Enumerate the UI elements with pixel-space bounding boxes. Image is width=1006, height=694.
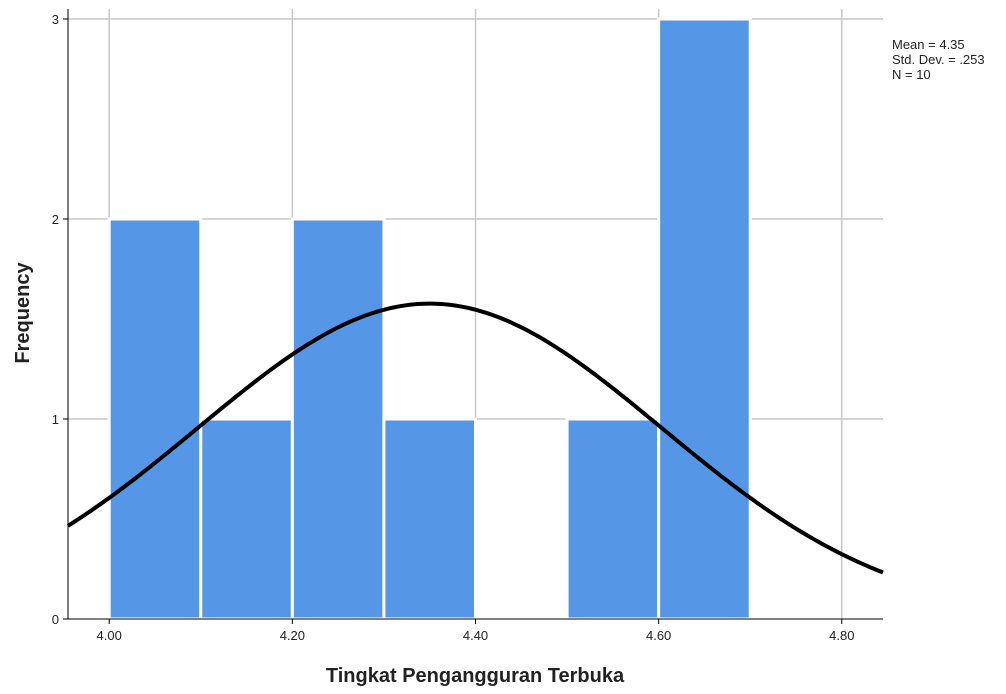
- stats-mean: Mean = 4.35: [892, 37, 965, 52]
- histogram-bar-6: [657, 17, 752, 621]
- x-tick-label-4: 4.80: [829, 628, 854, 643]
- stats-std-dev: Std. Dev. = .253: [892, 52, 985, 67]
- stats-n: N = 10: [892, 67, 931, 82]
- y-axis-title: Frequency: [12, 262, 34, 364]
- y-tick-label-3: 3: [52, 12, 59, 27]
- x-axis-title: Tingkat Pengangguran Terbuka: [326, 665, 625, 687]
- x-tick-label-0: 4.00: [97, 628, 122, 643]
- curve-layer: [66, 301, 884, 575]
- histogram-bar-0: [107, 217, 203, 621]
- tick-layer: 4.00 4.20 4.40 4.60 4.80 0 1 2 3: [52, 12, 855, 643]
- y-tick-label-2: 2: [52, 212, 59, 227]
- y-tick-label-0: 0: [52, 612, 59, 627]
- histogram-bar-1: [199, 417, 294, 621]
- x-tick-label-2: 4.40: [463, 628, 488, 643]
- y-tick-label-1: 1: [52, 412, 59, 427]
- normal-curve: [66, 301, 884, 575]
- stats-legend: Mean = 4.35 Std. Dev. = .253 N = 10: [892, 37, 985, 82]
- x-tick-label-3: 4.60: [646, 628, 671, 643]
- histogram-bar-2: [290, 217, 386, 621]
- histogram-bar-3: [382, 417, 478, 621]
- bar-layer: [107, 17, 752, 621]
- histogram-bar-5: [565, 417, 661, 621]
- x-tick-label-1: 4.20: [280, 628, 305, 643]
